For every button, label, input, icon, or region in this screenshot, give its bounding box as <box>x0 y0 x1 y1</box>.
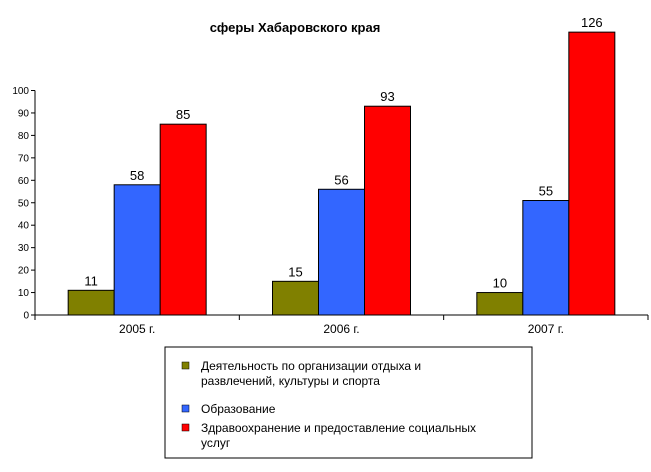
bar <box>67 289 115 316</box>
y-tick-label: 40 <box>18 221 30 232</box>
x-category-label: 2005 г. <box>119 322 155 336</box>
legend: Деятельность по организации отдыха иразв… <box>164 346 533 459</box>
y-tick-label: 70 <box>18 153 30 164</box>
legend-entry: Деятельность по организации отдыха иразв… <box>181 359 421 388</box>
chart-title: сферы Хабаровского края <box>210 20 381 35</box>
legend-label: Деятельность по организации отдыха и <box>201 359 421 373</box>
data-label: 55 <box>539 184 553 199</box>
bar <box>522 200 570 316</box>
y-tick-label: 0 <box>23 311 29 322</box>
legend-label: Здравоохранение и предоставление социаль… <box>201 421 476 435</box>
bar <box>568 31 616 316</box>
legend-label: развлечений, культуры и спорта <box>201 374 380 388</box>
data-label: 11 <box>84 273 98 288</box>
data-label: 10 <box>493 276 507 291</box>
legend-swatch <box>181 361 190 370</box>
data-label: 126 <box>581 15 603 30</box>
x-category-label: 2007 г. <box>528 322 564 336</box>
legend-label: Образование <box>201 402 276 416</box>
data-label: 58 <box>130 168 144 183</box>
legend-swatch <box>181 423 190 432</box>
y-tick-label: 100 <box>12 86 29 97</box>
y-tick-label: 90 <box>18 108 30 119</box>
data-label: 56 <box>334 172 348 187</box>
legend-label: услуг <box>201 436 231 450</box>
x-category-label: 2006 г. <box>323 322 359 336</box>
bar <box>159 123 207 316</box>
data-label: 85 <box>176 107 190 122</box>
y-tick-label: 30 <box>18 243 30 254</box>
legend-box <box>164 346 533 459</box>
y-tick-label: 50 <box>18 198 30 209</box>
bar <box>364 105 411 316</box>
data-label: 93 <box>380 89 394 104</box>
y-tick-label: 10 <box>18 288 30 299</box>
legend-entry: Здравоохранение и предоставление социаль… <box>181 421 476 450</box>
y-tick-label: 80 <box>18 131 30 142</box>
bar <box>318 188 365 316</box>
legend-swatch <box>181 404 190 413</box>
legend-entry: Образование <box>181 402 276 416</box>
y-tick-label: 60 <box>18 176 30 187</box>
bar <box>476 292 524 316</box>
y-tick-label: 20 <box>18 266 30 277</box>
bar <box>113 184 161 316</box>
bar <box>272 280 319 316</box>
data-label: 15 <box>288 264 302 279</box>
plot-area: 0 10 20 30 40 50 60 70 80 90 100 11 58 85 2005 г. 15 56 9… <box>12 15 649 336</box>
